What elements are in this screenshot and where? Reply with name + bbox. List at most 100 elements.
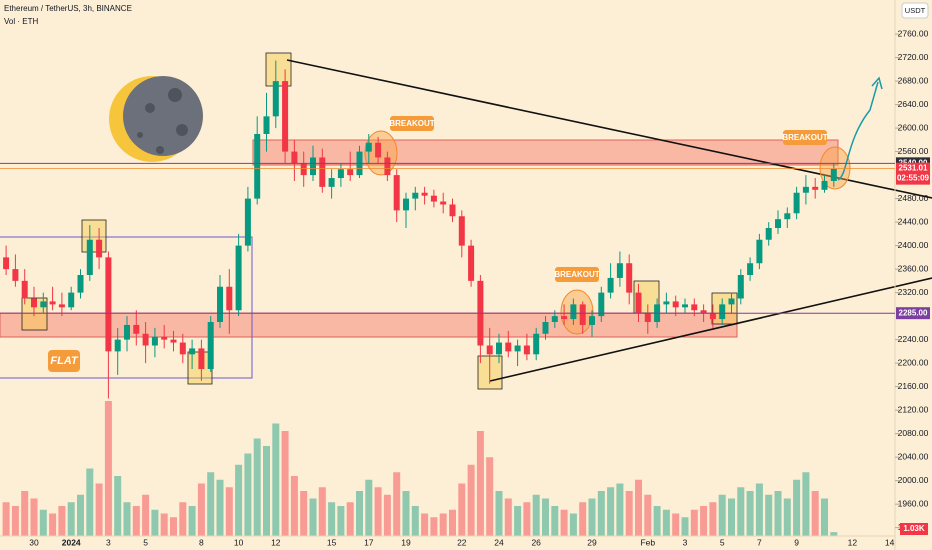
candle-body bbox=[198, 348, 205, 370]
volume-bar bbox=[365, 479, 373, 536]
volume-bar bbox=[542, 498, 549, 536]
candle-body bbox=[626, 263, 633, 293]
volume-bar bbox=[551, 506, 559, 536]
volume-bar bbox=[439, 513, 447, 536]
support-zone bbox=[0, 312, 738, 338]
currency[interactable]: USDT bbox=[905, 6, 926, 15]
box bbox=[265, 52, 292, 87]
x-tick-label: 3 bbox=[683, 537, 688, 547]
level-tag bbox=[896, 307, 930, 320]
level-label: 2285.00 bbox=[899, 308, 928, 317]
candle-body bbox=[598, 292, 605, 317]
volume-bar bbox=[495, 491, 503, 536]
crater bbox=[176, 124, 188, 136]
circle bbox=[819, 146, 851, 190]
circle bbox=[560, 289, 594, 335]
y-tick-label: 2480.00 bbox=[898, 193, 929, 203]
volume-bar bbox=[132, 506, 140, 536]
volume-bar bbox=[179, 502, 187, 536]
candle-body bbox=[328, 178, 335, 187]
moon bbox=[109, 76, 203, 162]
x-tick-label: 9 bbox=[794, 537, 799, 547]
volume-bar bbox=[458, 483, 466, 536]
candle-body bbox=[310, 157, 316, 176]
volume-bar bbox=[290, 476, 298, 536]
volume-bar bbox=[281, 431, 289, 536]
currency-button[interactable] bbox=[901, 2, 929, 19]
x-tick-label: 5 bbox=[143, 537, 148, 547]
volume-bar bbox=[635, 479, 642, 536]
volume-bar bbox=[467, 464, 475, 536]
candle-body bbox=[719, 304, 726, 320]
x-tick-label: 8 bbox=[199, 537, 204, 547]
annotation: FLAT bbox=[50, 355, 79, 367]
candle-body bbox=[607, 277, 614, 293]
candle-body bbox=[644, 313, 651, 323]
candle-body bbox=[263, 116, 270, 134]
candle-body bbox=[542, 322, 549, 334]
volume-bar bbox=[421, 513, 429, 536]
candle-body bbox=[533, 333, 540, 355]
y-tick-label: 2200.00 bbox=[898, 357, 929, 367]
candle-body bbox=[337, 169, 344, 179]
y-tick-label: 2440.00 bbox=[898, 216, 929, 226]
volume-bar bbox=[616, 483, 624, 536]
candle-body bbox=[347, 169, 354, 176]
volume-title: Vol · ETH bbox=[4, 17, 38, 26]
candle-body bbox=[430, 195, 437, 202]
candle-body bbox=[775, 219, 781, 228]
volume-bar bbox=[532, 494, 540, 536]
resistance-zone bbox=[252, 139, 839, 166]
volume-bar bbox=[104, 401, 112, 536]
candle-body bbox=[579, 304, 586, 325]
candle-body bbox=[672, 301, 679, 308]
x-tick-label: 14 bbox=[885, 537, 895, 547]
x-tick-label: 12 bbox=[271, 537, 281, 547]
candle-body bbox=[124, 324, 130, 340]
x-tick-label: Feb bbox=[640, 537, 655, 547]
volume-bar bbox=[356, 491, 363, 536]
volume-bar bbox=[411, 506, 419, 536]
candle-body bbox=[440, 201, 447, 205]
volume-bar bbox=[39, 509, 47, 536]
candle-body bbox=[105, 257, 112, 352]
volume-bar bbox=[783, 498, 791, 536]
x-tick-label: 30 bbox=[29, 537, 39, 547]
candle-body bbox=[421, 192, 428, 196]
trend-line bbox=[286, 59, 932, 199]
volume-bar bbox=[607, 487, 615, 536]
volume-bar bbox=[560, 509, 568, 536]
candle-body bbox=[244, 198, 251, 246]
y-tick-label: 2120.00 bbox=[898, 404, 929, 414]
x-tick-label: 7 bbox=[757, 537, 762, 547]
volume-bar bbox=[504, 498, 512, 536]
candle-body bbox=[133, 324, 140, 334]
volume-bar bbox=[300, 491, 308, 536]
y-tick-label: 2360.00 bbox=[898, 263, 929, 273]
volume-bar bbox=[728, 498, 735, 536]
volume-bar bbox=[30, 498, 38, 536]
annotation: BREAKOUT bbox=[554, 270, 599, 279]
y-tick-label: 2600.00 bbox=[898, 122, 929, 132]
x-tick-label: 22 bbox=[457, 537, 467, 547]
x-tick-label: 17 bbox=[364, 537, 374, 547]
candle-body bbox=[589, 316, 595, 325]
volume-bar bbox=[514, 506, 522, 536]
annotation: BREAKOUT bbox=[389, 119, 434, 128]
volume-bar bbox=[755, 483, 763, 536]
volume-bar bbox=[309, 498, 317, 536]
volume-bar bbox=[67, 502, 75, 536]
candle-body bbox=[458, 216, 465, 246]
volume-bar bbox=[225, 487, 233, 536]
tag-bg bbox=[555, 267, 599, 282]
crater bbox=[168, 88, 182, 102]
candle-body bbox=[505, 342, 512, 352]
volume-bar bbox=[207, 472, 215, 536]
candle-body bbox=[691, 304, 698, 311]
volume-bar bbox=[579, 502, 587, 536]
candle-body bbox=[709, 313, 716, 320]
volume-bar bbox=[95, 483, 103, 536]
box bbox=[81, 219, 107, 253]
candle-body bbox=[86, 239, 93, 275]
candle-body bbox=[179, 342, 186, 355]
